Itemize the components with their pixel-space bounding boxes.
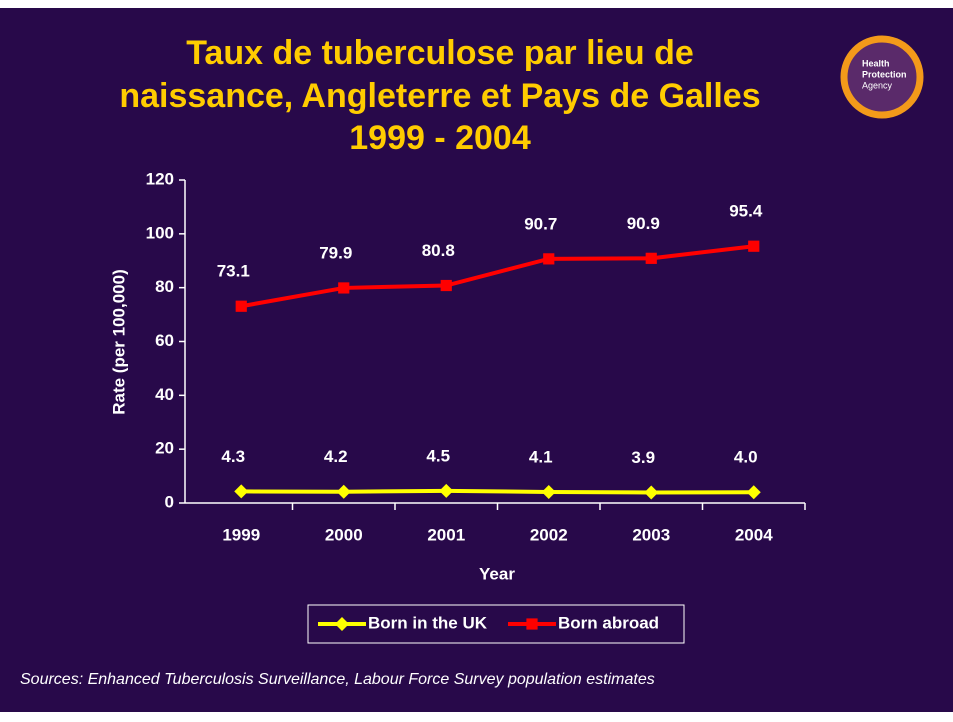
data-point [234,484,249,499]
source-note: Sources: Enhanced Tuberculosis Surveilla… [20,671,655,688]
x-tick-label: 2000 [325,525,363,544]
data-point [439,483,454,498]
data-point [338,282,350,294]
x-axis-label: Year [479,564,515,583]
data-point [644,485,659,500]
data-label: 4.2 [324,447,348,466]
data-label: 4.3 [221,447,245,466]
title-line: 1999 - 2004 [349,119,531,157]
data-label: 73.1 [217,262,250,281]
logo-ring [840,35,924,119]
data-label: 3.9 [631,448,655,467]
logo-text: Health [862,58,890,68]
y-tick-label: 60 [155,331,174,350]
data-point [440,279,452,292]
y-tick-label: 120 [146,169,174,188]
y-tick-label: 100 [146,223,174,242]
data-point [748,240,760,252]
data-point [235,300,247,312]
data-label: 4.0 [734,448,758,467]
x-tick-label: 2001 [427,525,465,544]
legend-marker [526,618,538,630]
legend-label: Born in the UK [368,613,488,632]
x-tick-label: 1999 [222,525,260,544]
title-line: naissance, Angleterre et Pays de Galles [119,77,760,115]
legend-label: Born abroad [558,613,659,632]
y-tick-label: 40 [155,385,174,404]
y-axis-label: Rate (per 100,000) [109,269,128,415]
logo-text: Agency [862,80,893,90]
legend-box [307,604,685,644]
y-tick-label: 0 [165,492,174,511]
data-point [645,252,657,264]
data-label: 4.1 [529,447,553,466]
data-point [541,484,556,499]
x-tick-label: 2002 [530,525,568,544]
data-point [746,485,761,500]
data-point [543,253,555,265]
y-tick-label: 20 [155,439,174,458]
data-label: 90.7 [524,214,557,233]
background [0,8,953,712]
series-line [240,244,754,309]
data-label: 4.5 [426,446,450,465]
title-line: Taux de tuberculose par lieu de [186,34,694,72]
data-label: 80.8 [422,241,455,260]
y-tick-label: 80 [155,277,174,296]
logo-text: Protection [862,69,907,79]
data-point [336,484,351,499]
data-label: 79.9 [319,243,352,262]
data-label: 90.9 [627,214,660,233]
series-line [241,488,754,495]
x-tick-label: 2004 [735,525,773,544]
legend-marker [335,617,349,631]
logo: Health Protection Agency [840,35,924,119]
x-tick-label: 2003 [632,525,670,544]
data-label: 95.4 [729,202,763,221]
